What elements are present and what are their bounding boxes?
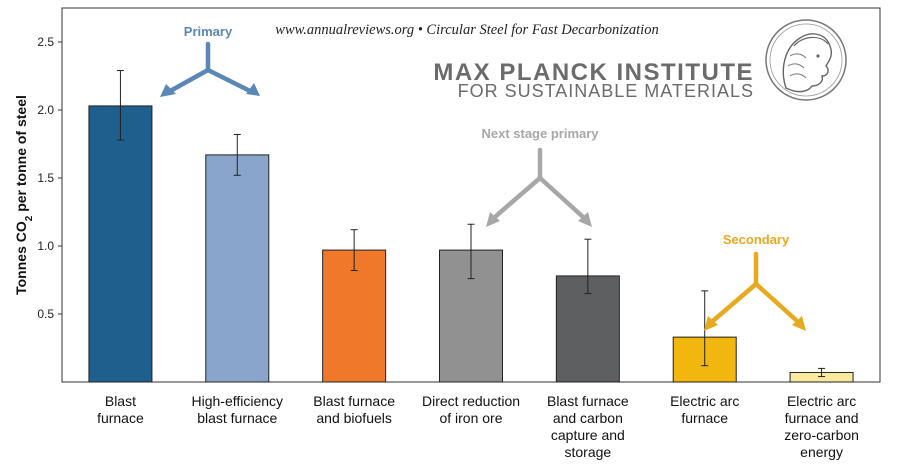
category-label-5: Blast furnace and carbon capture and storag… [547, 393, 629, 460]
error-bars [116, 70, 826, 378]
bars [88, 105, 854, 383]
category-label-3: Blast furnace and biofuels [313, 393, 395, 426]
category-label-2: High-efficiency blast furnace [192, 393, 284, 426]
citation-text: www.annualreviews.org • Circular Steel f… [275, 22, 658, 38]
category-label-6: Electric arc furnace [670, 393, 739, 426]
institute-subtitle: FOR SUSTAINABLE MATERIALS [458, 81, 754, 101]
category-label-1: Blast furnace [97, 393, 144, 426]
group-label-secondary: Secondary [723, 232, 790, 247]
category-label-7: Electric arc furnace and zero-carbon energy [784, 393, 859, 460]
y-tick-label: 1.5 [37, 171, 54, 185]
institute-name: MAX PLANCK INSTITUTE [433, 59, 754, 86]
y-tick-label: 1.0 [37, 239, 54, 253]
secondary-arrow-icon [711, 251, 799, 323]
next-stage-annotation: Next stage primary [481, 126, 599, 227]
y-tick-label: 0.5 [37, 307, 54, 321]
primary-annotation: Primary [160, 24, 260, 97]
category-label-4: Direct reduction of iron ore [422, 393, 520, 426]
group-label-primary: Primary [184, 24, 233, 39]
bar-1 [88, 105, 153, 383]
next-stage-arrowhead-left-icon [486, 212, 500, 227]
y-tick-label: 2.5 [37, 35, 54, 49]
primary-arrow-icon [169, 41, 253, 94]
bar-2 [205, 154, 270, 383]
y-tick-label: 2.0 [37, 103, 54, 117]
category-labels: Blast furnace High-efficiency blast furnace… [97, 393, 859, 460]
next-stage-arrowhead-right-icon [578, 212, 592, 227]
bar-3 [322, 249, 387, 383]
y-axis-label: Tonnes CO2 per tonne of steel [13, 95, 35, 295]
primary-arrowhead-right-icon [246, 83, 260, 96]
group-label-next-stage: Next stage primary [481, 126, 599, 141]
primary-arrowhead-left-icon [160, 84, 176, 97]
secondary-arrowhead-left-icon [704, 316, 718, 331]
secondary-arrowhead-right-icon [792, 316, 806, 331]
secondary-annotation: Secondary [704, 232, 806, 331]
next-stage-arrow-icon [493, 147, 585, 219]
y-axis: 0.5 1.0 1.5 2.0 2.5 [37, 35, 62, 321]
minerva-head-logo [765, 19, 847, 101]
